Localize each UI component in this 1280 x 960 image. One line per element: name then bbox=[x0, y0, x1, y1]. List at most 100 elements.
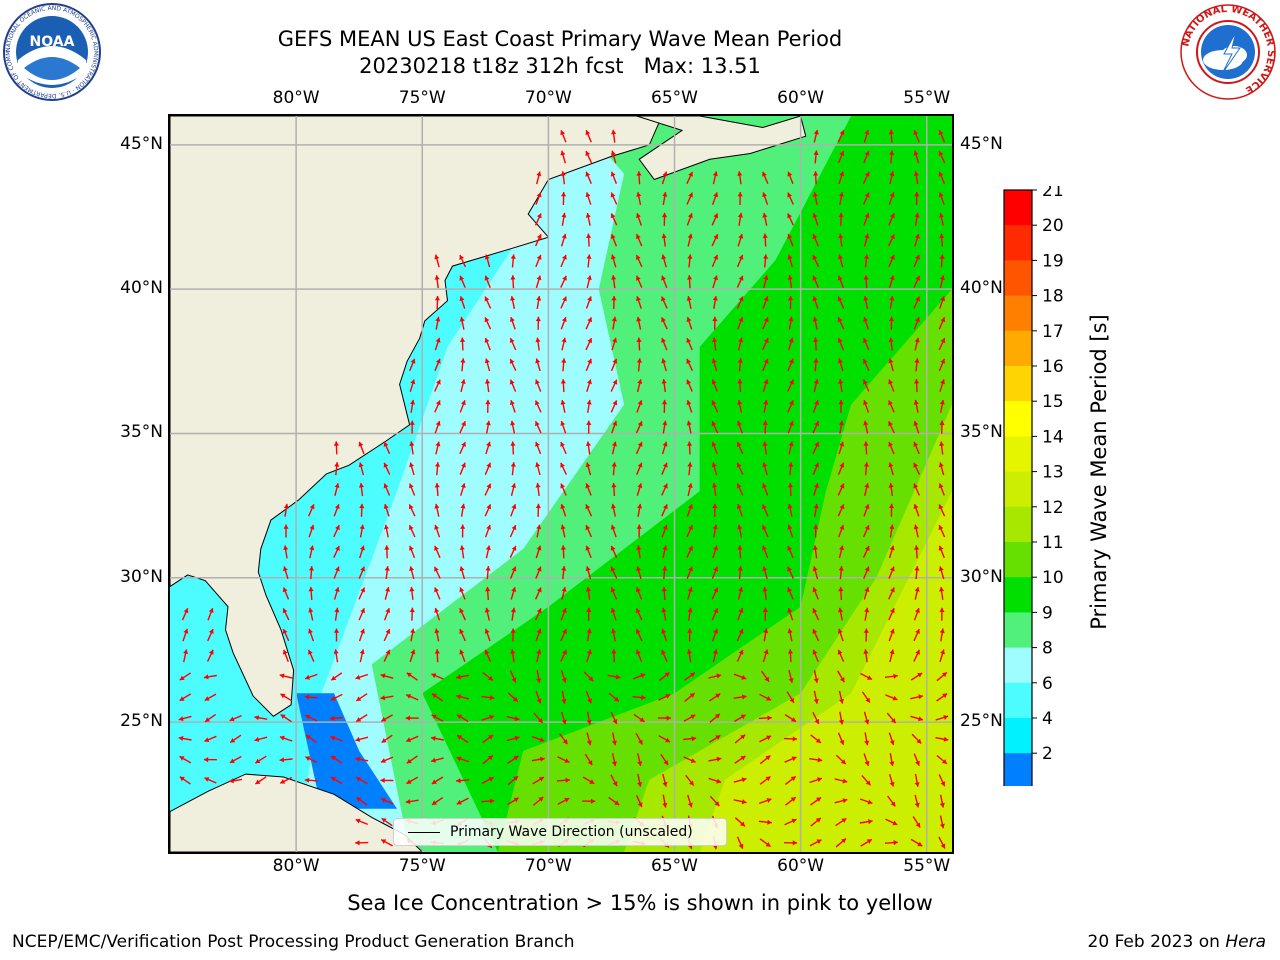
wave-arrow bbox=[536, 649, 542, 663]
colorbar-segment bbox=[1004, 260, 1032, 297]
wave-arrow bbox=[863, 129, 870, 143]
wave-arrow bbox=[632, 694, 646, 701]
wave-arrow bbox=[913, 129, 920, 143]
wave-arrow bbox=[535, 503, 541, 517]
wave-arrow bbox=[561, 566, 567, 580]
wave-arrow bbox=[280, 693, 292, 702]
wave-arrow bbox=[456, 756, 470, 763]
wave-arrow bbox=[309, 545, 315, 559]
wave-arrow bbox=[585, 690, 592, 704]
tick-label: 65°W bbox=[651, 88, 698, 108]
wave-arrow bbox=[359, 503, 365, 517]
wave-arrow bbox=[330, 776, 343, 785]
wave-arrow bbox=[308, 607, 314, 621]
wave-arrow bbox=[561, 191, 567, 206]
wave-arrow bbox=[584, 753, 593, 766]
wave-arrow bbox=[405, 735, 419, 743]
wave-arrow bbox=[888, 773, 895, 787]
wave-arrow bbox=[939, 420, 945, 434]
wave-arrow bbox=[179, 776, 191, 785]
wave-arrow bbox=[434, 400, 441, 413]
wave-arrow bbox=[585, 545, 592, 559]
tick-label: 70°W bbox=[524, 856, 572, 876]
wave-arrow bbox=[939, 296, 946, 309]
wave-arrow bbox=[712, 275, 718, 289]
wave-arrow bbox=[358, 628, 365, 642]
wave-arrow bbox=[838, 212, 844, 226]
wave-arrow bbox=[711, 587, 719, 600]
wave-arrow bbox=[812, 649, 819, 663]
wave-arrow bbox=[607, 674, 621, 680]
wave-arrow bbox=[913, 524, 919, 538]
wave-arrow bbox=[711, 420, 719, 434]
wave-arrow bbox=[380, 838, 393, 847]
wave-arrow bbox=[535, 358, 541, 372]
wave-arrow bbox=[913, 628, 920, 642]
wave-arrow bbox=[204, 693, 217, 702]
wave-arrow bbox=[711, 441, 718, 455]
wave-arrow bbox=[460, 503, 466, 517]
wave-arrow bbox=[179, 672, 191, 681]
wave-arrow bbox=[787, 192, 794, 205]
tick-label: 25°N bbox=[960, 711, 1003, 732]
wave-arrow bbox=[229, 714, 242, 722]
wave-arrow bbox=[687, 254, 693, 268]
wave-arrow bbox=[758, 798, 772, 805]
wave-arrow bbox=[585, 192, 592, 205]
wave-arrow bbox=[761, 504, 769, 517]
wave-arrow bbox=[863, 420, 869, 434]
wave-arrow bbox=[712, 295, 718, 310]
wave-arrow bbox=[433, 566, 441, 579]
wave-arrow bbox=[635, 233, 643, 247]
wave-arrow bbox=[636, 483, 643, 496]
wave-arrow bbox=[863, 212, 870, 226]
wave-arrow bbox=[456, 694, 470, 700]
wave-arrow bbox=[485, 420, 491, 434]
wave-arrow bbox=[481, 798, 495, 804]
wave-arrow bbox=[812, 587, 819, 600]
wave-arrow bbox=[507, 775, 519, 786]
wave-arrow bbox=[785, 796, 797, 806]
wave-arrow bbox=[611, 275, 617, 289]
wave-arrow bbox=[334, 607, 340, 621]
wave-arrow bbox=[888, 254, 895, 268]
wave-arrow bbox=[381, 817, 393, 827]
wave-arrow bbox=[409, 649, 416, 663]
wave-arrow bbox=[662, 566, 668, 580]
wave-arrow bbox=[585, 171, 592, 184]
wave-arrow bbox=[938, 337, 946, 351]
wave-arrow bbox=[737, 212, 743, 226]
wave-arrow bbox=[635, 254, 643, 268]
wave-arrow bbox=[635, 441, 643, 455]
wave-arrow bbox=[885, 694, 898, 701]
wave-arrow bbox=[661, 628, 668, 642]
wave-arrow bbox=[560, 649, 567, 662]
wave-arrow bbox=[510, 420, 516, 434]
wave-arrow bbox=[813, 670, 819, 684]
wave-arrow bbox=[333, 649, 339, 663]
wave-arrow bbox=[409, 566, 415, 580]
colorbar-tick-label: 9 bbox=[1042, 603, 1053, 623]
wave-arrow bbox=[787, 379, 794, 392]
wave-arrow bbox=[585, 337, 593, 351]
wave-arrow bbox=[434, 275, 440, 289]
wave-arrow bbox=[884, 840, 898, 846]
wave-arrow bbox=[938, 212, 944, 226]
wave-arrow bbox=[762, 317, 769, 330]
wave-arrow bbox=[813, 150, 819, 164]
nws-logo: NATIONAL WEATHER SERVICE bbox=[1180, 4, 1276, 100]
wave-arrow bbox=[837, 337, 845, 351]
wave-arrow bbox=[507, 692, 519, 703]
wave-arrow bbox=[358, 441, 365, 455]
tick-label: 60°W bbox=[777, 88, 825, 108]
wave-arrow bbox=[711, 254, 719, 268]
wave-arrow bbox=[838, 171, 845, 185]
wave-arrow bbox=[484, 607, 490, 621]
wave-arrow bbox=[686, 316, 693, 330]
wave-arrow bbox=[329, 715, 344, 721]
wave-arrow bbox=[405, 799, 419, 805]
wave-arrow bbox=[859, 798, 873, 805]
wave-arrow bbox=[661, 358, 667, 372]
wave-arrow bbox=[662, 420, 668, 434]
wave-arrow bbox=[355, 693, 368, 702]
